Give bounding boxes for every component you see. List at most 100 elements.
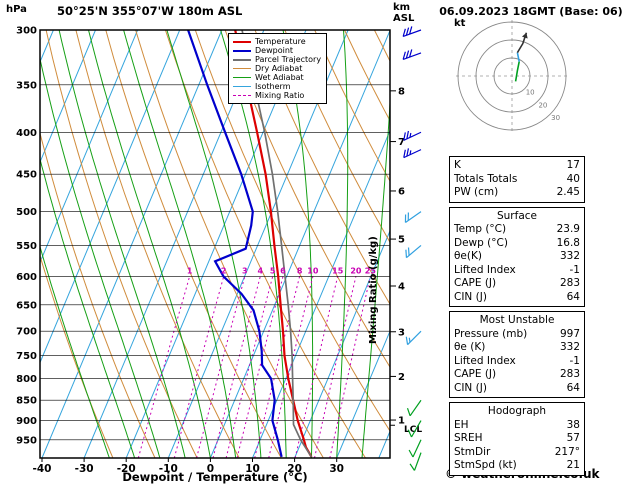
stat-value: 997 xyxy=(559,327,580,340)
legend: Temperature Dewpoint Parcel Trajectory Dry … xyxy=(228,33,328,104)
stats-section: Surface Temp (°C) 23.9 Dewp (°C) 16.8 θe(K) 33… xyxy=(449,206,585,307)
mixing-ratio-value: 3 xyxy=(242,266,248,275)
mixing-ratio-value: 4 xyxy=(258,266,264,275)
hodograph-ring-label: 30 xyxy=(551,114,560,122)
stat-label: StmDir xyxy=(454,445,491,458)
legend-line-sample xyxy=(233,95,251,96)
barb-shaft xyxy=(407,330,422,346)
wet-adiabat-line xyxy=(88,30,211,458)
pressure-tick-label: 600 xyxy=(16,272,37,283)
barb-full-tick xyxy=(408,49,413,58)
stat-value: 217° xyxy=(554,445,580,458)
km-tick-label: 7 xyxy=(398,137,405,148)
stat-value: 23.9 xyxy=(556,223,580,235)
dry-adiabat-line xyxy=(434,30,440,458)
stat-label: StmSpd (kt) xyxy=(454,459,517,471)
isotherm-line xyxy=(336,329,390,458)
stat-label: CIN (J) xyxy=(454,381,487,394)
mixing-ratio-value: 10 xyxy=(307,266,319,275)
axes: 3003504004505005506006507007508008509009… xyxy=(16,26,422,476)
isotherm-line xyxy=(40,30,181,364)
barb-full-tick xyxy=(407,429,413,438)
stats-section-title: Most Unstable xyxy=(479,314,555,326)
barb-shaft xyxy=(402,52,422,61)
stat-value: 283 xyxy=(559,277,580,289)
stat-label: SREH xyxy=(454,432,483,444)
temp-tick-label: -10 xyxy=(159,463,178,475)
pressure-tick-label: 450 xyxy=(16,170,37,181)
legend-label: Dewpoint xyxy=(255,45,294,55)
legend-label: Isotherm xyxy=(255,81,291,91)
km-tick-label: 3 xyxy=(398,327,405,338)
parcel-trajectory-curve xyxy=(241,30,313,458)
legend-entry: Isotherm xyxy=(233,82,321,91)
barb-full-tick xyxy=(403,132,406,141)
stat-label: CIN (J) xyxy=(454,290,487,303)
mixing-ratio-line xyxy=(137,276,191,458)
stat-value: 38 xyxy=(566,418,580,431)
km-tick-label: 5 xyxy=(398,235,405,246)
barb-full-tick xyxy=(405,27,410,36)
pressure-unit-label: hPa xyxy=(6,4,27,15)
legend-label: Dry Adiabat xyxy=(255,63,303,73)
barb-half-tick xyxy=(409,132,412,138)
wet-adiabat-line xyxy=(40,56,161,458)
hodograph-ring xyxy=(475,39,549,113)
pressure-tick-label: 650 xyxy=(16,300,37,311)
altitude-unit-km-label: km xyxy=(393,2,411,13)
temp-tick-label: 0 xyxy=(207,463,214,475)
temp-tick-label: 10 xyxy=(245,463,260,475)
barb-full-tick xyxy=(409,463,415,471)
hodograph-ring xyxy=(457,21,567,131)
sounding-series xyxy=(187,30,313,458)
barb-shaft xyxy=(409,399,422,417)
isotherm-line xyxy=(209,30,390,458)
legend-entry: Mixing Ratio xyxy=(233,91,321,100)
mixing-ratio-line xyxy=(314,276,357,458)
stat-row: Dewp (°C) 16.8 xyxy=(454,237,580,251)
wind-barb xyxy=(405,245,422,259)
stat-row: K 17 xyxy=(454,159,580,173)
stat-value: 2.45 xyxy=(556,186,580,198)
temperature-curve xyxy=(234,30,313,458)
wind-barb xyxy=(402,26,422,38)
mixing-ratio-value-labels: 1 2 3 4 5 6 8 10 15 20 25 xyxy=(187,266,376,275)
mixing-ratio-line xyxy=(173,276,225,458)
stat-label: K xyxy=(454,159,461,171)
mixing-ratio-axis-label: Mixing Ratio (g/kg) xyxy=(368,236,379,344)
dry-adiabat-line xyxy=(344,30,390,122)
dry-adiabat-line xyxy=(314,30,390,183)
legend-entry: Wet Adiabat xyxy=(233,73,321,82)
barb-half-tick xyxy=(409,150,412,155)
temp-tick-label: 20 xyxy=(287,463,302,475)
stat-row: Temp (°C) 23.9 xyxy=(454,223,580,237)
plot-border xyxy=(39,29,391,459)
legend-entry: Temperature xyxy=(233,37,321,46)
stat-label: Pressure (mb) xyxy=(454,327,528,340)
pressure-tick-label: 800 xyxy=(16,374,37,385)
mixing-ratio-value: 5 xyxy=(270,266,276,275)
hodograph-trace xyxy=(514,61,520,82)
pressure-tick-label: 850 xyxy=(16,396,37,407)
km-tick-label: 8 xyxy=(398,86,405,97)
stat-row: SREH 57 xyxy=(454,432,580,446)
stat-row: Lifted Index -1 xyxy=(454,264,580,278)
legend-entry: Dewpoint xyxy=(233,46,321,55)
stat-value: 64 xyxy=(566,381,580,394)
stat-label: Dewp (°C) xyxy=(454,236,508,249)
barb-full-tick xyxy=(405,50,410,59)
temp-tick-label: -40 xyxy=(33,463,52,475)
barb-shaft xyxy=(402,29,422,38)
stat-value: 17 xyxy=(566,159,580,171)
stat-label: EH xyxy=(454,418,469,431)
stat-value: -1 xyxy=(569,263,580,276)
mixing-ratio-value: 25 xyxy=(365,266,377,275)
stat-label: Totals Totals xyxy=(454,172,518,185)
stat-row: CIN (J) 64 xyxy=(454,382,580,396)
station-title: 50°25'N 355°07'W 180m ASL xyxy=(57,4,243,18)
barb-shaft xyxy=(412,439,422,458)
mixing-ratio-line xyxy=(212,276,261,458)
wind-barb xyxy=(409,452,422,471)
legend-line-sample xyxy=(233,86,251,87)
barb-full-tick xyxy=(406,130,410,139)
